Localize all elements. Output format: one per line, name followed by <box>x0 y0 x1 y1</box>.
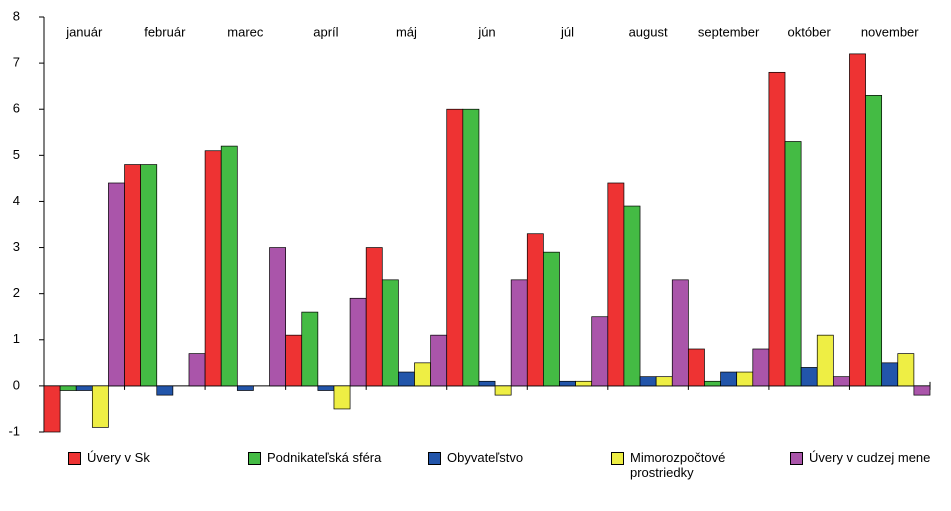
category-label: marec <box>227 24 264 39</box>
bar <box>784 141 802 387</box>
bar <box>575 380 593 387</box>
bar <box>526 233 544 387</box>
y-tick-label: 2 <box>13 285 20 300</box>
bar <box>269 247 286 387</box>
bar <box>301 311 319 387</box>
legend: Úvery v Sk Podnikateľská sféra Obyvateľstv… <box>0 450 951 510</box>
bar <box>849 53 866 387</box>
bar <box>881 362 899 387</box>
bar <box>591 316 609 387</box>
category-label: január <box>65 24 103 39</box>
bar <box>543 251 560 387</box>
legend-swatch <box>611 452 624 465</box>
legend-swatch <box>248 452 261 465</box>
bar <box>478 380 496 387</box>
bar <box>752 348 770 387</box>
legend-swatch <box>68 452 81 465</box>
bar <box>736 371 754 387</box>
chart: -1 0 1 2 3 4 5 6 7 8 január február marec apríl máj jún… <box>8 8 931 438</box>
legend-label: Podnikateľská sféra <box>267 450 382 465</box>
bar <box>59 385 77 391</box>
legend-label: Mimorozpočtové prostriedky <box>630 450 726 480</box>
bar <box>446 108 464 387</box>
legend-label: Úvery v cudzej mene <box>809 450 931 465</box>
bar <box>398 371 415 387</box>
y-tick-label: 7 <box>13 55 20 70</box>
bar <box>607 182 625 387</box>
legend-item: Úvery v cudzej mene <box>790 450 930 465</box>
bar <box>832 376 850 387</box>
bar <box>639 376 657 387</box>
bar <box>462 108 480 387</box>
bar <box>816 334 834 387</box>
bar <box>720 371 738 387</box>
y-tick-label: 6 <box>13 101 20 116</box>
bar <box>381 279 399 387</box>
category-label: júl <box>560 24 574 39</box>
category-label: máj <box>396 24 417 39</box>
bar <box>623 205 641 387</box>
bar <box>349 297 367 387</box>
y-tick-label: -1 <box>8 423 20 438</box>
legend-item: Mimorozpočtové prostriedky <box>611 450 740 480</box>
bar <box>430 334 448 387</box>
bar <box>494 385 512 396</box>
bar <box>897 353 915 387</box>
bar <box>655 376 673 387</box>
bar <box>800 367 818 387</box>
bar <box>688 348 705 387</box>
y-tick-label: 4 <box>13 193 20 208</box>
bar <box>768 71 786 387</box>
legend-item: Obyvateľstvo <box>428 450 523 465</box>
bar <box>414 362 431 387</box>
bar <box>317 385 335 391</box>
bar <box>285 334 303 387</box>
bar <box>220 145 238 387</box>
legend-label: Úvery v Sk <box>87 450 150 465</box>
bar <box>671 279 689 387</box>
category-label: február <box>144 24 186 39</box>
bar <box>124 164 142 387</box>
category-label: november <box>861 24 919 39</box>
bar <box>156 385 174 396</box>
bar <box>510 279 528 387</box>
bar <box>236 385 254 391</box>
legend-item: Podnikateľská sféra <box>248 450 381 465</box>
bar <box>704 380 721 387</box>
y-tick-label: 3 <box>13 239 20 254</box>
y-tick-label: 0 <box>13 377 20 392</box>
category-label: jún <box>477 24 495 39</box>
legend-label: Obyvateľstvo <box>447 450 524 465</box>
y-tick-label: 5 <box>13 147 20 162</box>
bar <box>559 380 576 387</box>
category-label: august <box>629 24 668 39</box>
bar <box>204 150 222 387</box>
bar <box>865 95 883 387</box>
y-tick-label: 8 <box>13 8 20 23</box>
legend-swatch <box>790 452 803 465</box>
bar <box>333 385 351 410</box>
bar <box>913 385 931 396</box>
bar <box>43 385 61 433</box>
category-label: september <box>698 24 760 39</box>
bar <box>140 164 158 387</box>
legend-item: Úvery v Sk <box>68 450 150 465</box>
bar <box>108 182 125 387</box>
bar <box>188 353 206 387</box>
legend-swatch <box>428 452 441 465</box>
y-tick-label: 1 <box>13 331 20 346</box>
bar <box>75 385 93 391</box>
category-label: apríl <box>313 24 338 39</box>
bar <box>91 385 109 428</box>
category-label: október <box>787 24 831 39</box>
bar <box>365 247 383 387</box>
